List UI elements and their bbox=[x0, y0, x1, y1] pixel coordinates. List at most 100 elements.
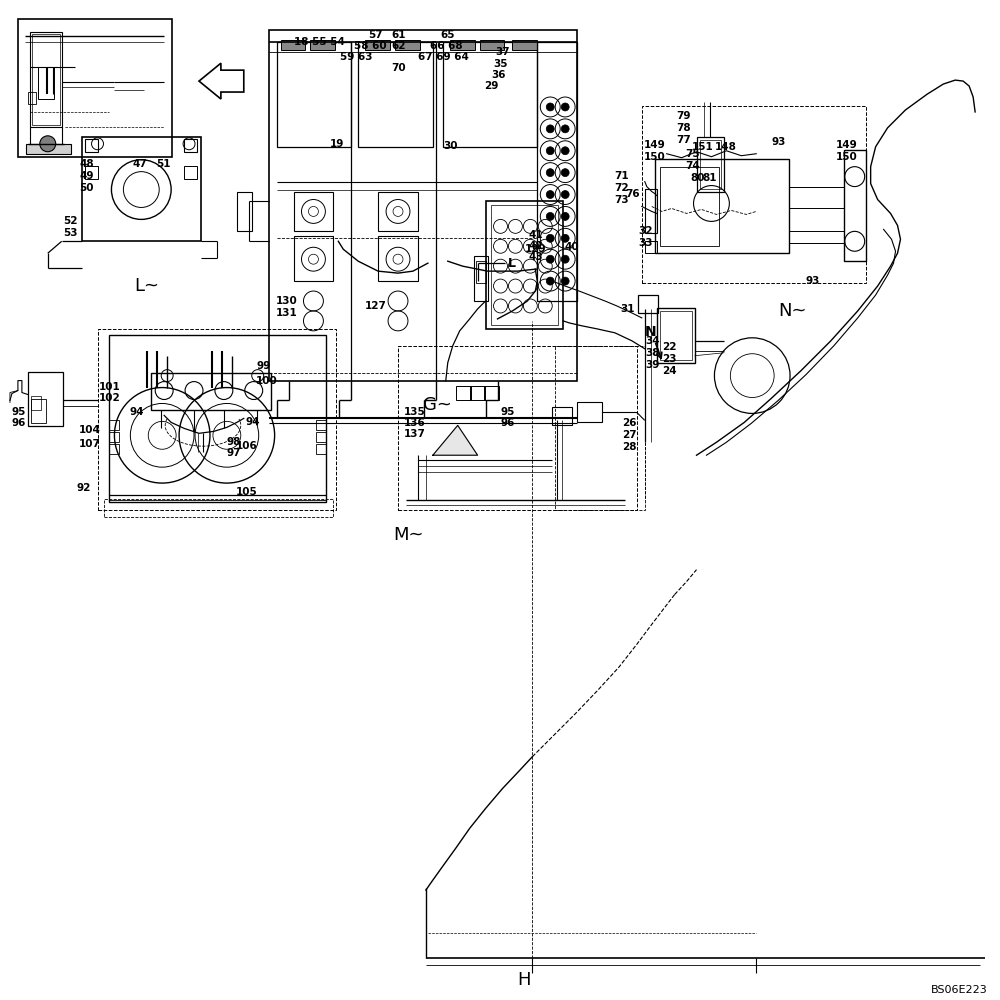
Circle shape bbox=[561, 277, 569, 285]
Text: 135: 135 bbox=[404, 407, 426, 417]
Bar bbox=[109, 432, 119, 442]
Text: 104: 104 bbox=[79, 425, 100, 435]
Bar bbox=[555, 346, 645, 510]
Text: 98: 98 bbox=[227, 437, 241, 447]
Bar bbox=[98, 329, 336, 510]
Text: 92: 92 bbox=[77, 483, 91, 493]
Text: 94: 94 bbox=[246, 417, 260, 427]
Text: H: H bbox=[517, 971, 531, 989]
Text: 51: 51 bbox=[156, 159, 171, 169]
Bar bbox=[28, 372, 63, 426]
Bar bbox=[486, 201, 563, 329]
Text: N: N bbox=[645, 325, 656, 339]
Circle shape bbox=[561, 103, 569, 111]
Bar bbox=[281, 40, 305, 50]
Text: 80: 80 bbox=[691, 173, 705, 183]
Text: 48: 48 bbox=[80, 159, 94, 169]
Text: 137: 137 bbox=[404, 429, 426, 439]
Bar bbox=[365, 40, 390, 50]
Text: 107: 107 bbox=[79, 439, 100, 449]
Text: L~: L~ bbox=[134, 277, 159, 295]
Text: 148: 148 bbox=[714, 142, 736, 152]
Text: 102: 102 bbox=[99, 393, 120, 403]
Text: 127: 127 bbox=[365, 301, 387, 311]
Circle shape bbox=[561, 212, 569, 220]
Text: M~: M~ bbox=[393, 526, 424, 544]
Bar bbox=[378, 236, 418, 281]
Bar bbox=[470, 386, 485, 400]
Text: 106: 106 bbox=[236, 441, 258, 451]
Text: 93: 93 bbox=[771, 137, 786, 147]
Bar bbox=[480, 40, 504, 50]
Text: 29: 29 bbox=[485, 81, 499, 91]
Bar bbox=[697, 137, 724, 192]
Text: 53: 53 bbox=[64, 228, 78, 238]
Circle shape bbox=[546, 125, 554, 133]
Circle shape bbox=[561, 125, 569, 133]
Text: 40: 40 bbox=[564, 242, 579, 252]
Bar bbox=[700, 140, 721, 189]
Text: 130: 130 bbox=[276, 296, 297, 306]
Bar bbox=[657, 308, 695, 363]
Text: 66 68: 66 68 bbox=[430, 41, 462, 51]
Text: 77: 77 bbox=[677, 135, 691, 145]
Text: 70: 70 bbox=[391, 63, 406, 73]
Text: 96: 96 bbox=[12, 418, 26, 428]
Bar bbox=[660, 167, 719, 246]
Circle shape bbox=[546, 255, 554, 263]
Circle shape bbox=[40, 136, 56, 152]
Bar bbox=[18, 19, 172, 157]
Bar bbox=[638, 295, 658, 313]
Text: 94: 94 bbox=[129, 407, 144, 417]
Text: 65: 65 bbox=[441, 30, 455, 40]
Text: 22: 22 bbox=[662, 342, 676, 352]
Text: 35: 35 bbox=[494, 59, 508, 69]
Text: 58 60: 58 60 bbox=[354, 41, 387, 51]
Text: 73: 73 bbox=[614, 195, 629, 205]
Text: 151: 151 bbox=[692, 142, 713, 152]
Text: 28: 28 bbox=[622, 442, 636, 452]
Bar bbox=[104, 499, 333, 517]
Text: 57: 57 bbox=[368, 30, 383, 40]
Circle shape bbox=[561, 234, 569, 242]
Bar bbox=[577, 402, 602, 422]
Text: 59 63: 59 63 bbox=[340, 52, 373, 62]
Text: 42: 42 bbox=[528, 241, 543, 251]
Circle shape bbox=[546, 191, 554, 199]
Bar bbox=[31, 399, 46, 423]
Text: 67 69 64: 67 69 64 bbox=[418, 52, 469, 62]
Bar bbox=[38, 67, 54, 99]
Bar bbox=[316, 420, 326, 430]
Text: 24: 24 bbox=[662, 366, 676, 376]
Text: 31: 31 bbox=[620, 304, 634, 314]
Bar bbox=[358, 42, 433, 147]
Text: 39: 39 bbox=[646, 360, 660, 370]
Bar bbox=[109, 420, 119, 430]
Bar bbox=[645, 241, 657, 253]
Bar bbox=[552, 407, 572, 425]
Bar bbox=[310, 40, 335, 50]
Bar bbox=[378, 192, 418, 231]
Bar bbox=[450, 40, 475, 50]
Bar bbox=[660, 311, 692, 360]
Bar bbox=[655, 159, 789, 253]
Bar bbox=[269, 30, 577, 381]
Bar bbox=[395, 40, 420, 50]
Text: 32: 32 bbox=[638, 226, 652, 236]
Text: 33: 33 bbox=[638, 238, 652, 248]
Bar bbox=[109, 335, 326, 502]
Circle shape bbox=[561, 191, 569, 199]
Text: 38: 38 bbox=[646, 348, 660, 358]
Text: 76: 76 bbox=[625, 189, 640, 199]
Bar bbox=[484, 386, 499, 400]
Text: 37: 37 bbox=[496, 47, 510, 57]
Text: 74: 74 bbox=[686, 161, 700, 171]
Bar bbox=[456, 386, 471, 400]
Text: 75: 75 bbox=[686, 149, 700, 159]
Bar bbox=[398, 346, 637, 510]
Text: 95: 95 bbox=[501, 407, 515, 417]
Circle shape bbox=[546, 103, 554, 111]
Bar bbox=[474, 256, 488, 301]
Text: 129: 129 bbox=[524, 244, 546, 254]
Text: 47: 47 bbox=[132, 159, 147, 169]
